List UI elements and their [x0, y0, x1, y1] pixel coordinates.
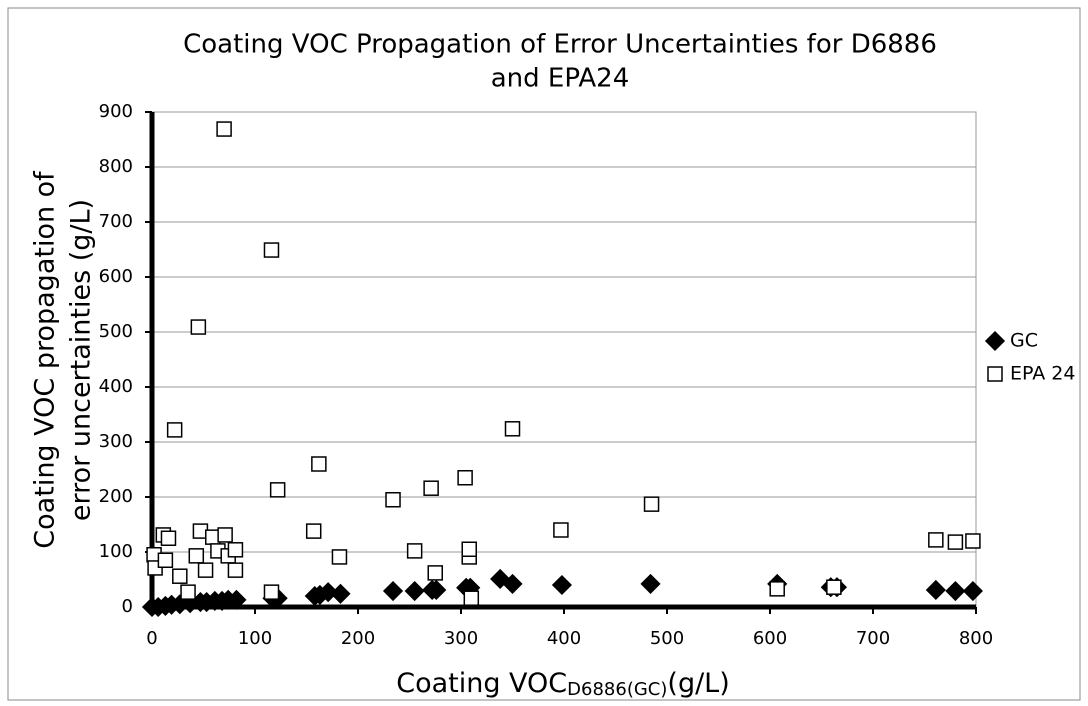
square-point [504, 421, 521, 437]
square-point [947, 534, 964, 550]
x-tick-label: 0 [146, 628, 157, 649]
y-tick-label: 300 [99, 431, 133, 452]
square-point [965, 533, 981, 549]
diamond-point [551, 574, 573, 596]
square-point [553, 522, 569, 538]
diamond-point [404, 580, 425, 602]
y-axis-title: Coating VOC propagation of [30, 170, 61, 549]
chart-title: Coating VOC Propagation of Error Uncerta… [183, 30, 937, 60]
diamond-point [226, 589, 247, 610]
square-point [643, 496, 660, 512]
legend-marker [987, 366, 1003, 382]
square-point [197, 562, 214, 578]
x-axis-title-unit: (g/L) [667, 668, 729, 699]
x-tick-label: 300 [444, 628, 478, 649]
legend-label: GC [1010, 330, 1038, 352]
square-point [406, 543, 423, 559]
square-point [769, 581, 785, 597]
diamond-point [318, 582, 339, 603]
x-axis-title-main: Coating VOC [396, 668, 567, 699]
x-tick-label: 600 [753, 628, 787, 649]
y-tick-label: 800 [99, 156, 133, 177]
square-point [305, 523, 322, 539]
diamond-point [962, 580, 983, 602]
y-axis-title: error uncertainties (g/L) [66, 199, 97, 521]
diamond-point [502, 573, 523, 594]
square-point [427, 565, 443, 581]
x-tick-label: 400 [547, 628, 581, 649]
square-point [311, 456, 327, 472]
square-point [385, 492, 401, 508]
x-axis-title-sub: D6886(GC) [567, 679, 667, 700]
square-point [269, 482, 286, 498]
square-point [457, 470, 473, 486]
diamond-point [925, 579, 946, 601]
y-tick-label: 200 [99, 486, 133, 507]
square-point [166, 422, 183, 438]
square-point [423, 480, 439, 496]
x-tick-label: 200 [341, 628, 375, 649]
square-point [928, 532, 944, 548]
x-tick-label: 800 [959, 628, 993, 649]
square-point [826, 579, 842, 595]
diamond-point [426, 579, 447, 601]
square-point [180, 584, 196, 600]
legend-marker [984, 330, 1006, 352]
chart-title: and EPA24 [491, 64, 630, 94]
square-point [160, 530, 177, 546]
square-point [172, 568, 188, 584]
square-point [331, 549, 348, 565]
y-tick-label: 100 [99, 541, 133, 562]
x-tick-label: 700 [856, 628, 890, 649]
diamond-point [382, 580, 404, 602]
square-point [157, 552, 174, 568]
y-tick-label: 400 [99, 376, 133, 397]
y-tick-label: 700 [99, 211, 133, 232]
x-tick-label: 100 [238, 628, 272, 649]
square-point [463, 590, 480, 606]
diamond-point [945, 580, 966, 602]
square-point [188, 548, 205, 564]
square-point [263, 242, 280, 258]
square-point [461, 541, 477, 557]
y-tick-label: 600 [99, 266, 133, 287]
square-point [227, 562, 244, 578]
y-tick-label: 900 [99, 101, 133, 122]
square-point [216, 121, 232, 137]
square-point [263, 584, 280, 600]
y-tick-label: 500 [99, 321, 133, 342]
diamond-point [640, 573, 661, 594]
x-tick-label: 500 [650, 628, 684, 649]
legend-label: EPA 24 [1010, 363, 1075, 385]
square-point [227, 542, 244, 558]
diamond-point [330, 583, 351, 604]
y-tick-label: 0 [122, 596, 133, 617]
square-point [217, 527, 233, 543]
x-axis-title: Coating VOCD6886(GC)(g/L) [396, 668, 730, 701]
square-point [190, 319, 207, 335]
